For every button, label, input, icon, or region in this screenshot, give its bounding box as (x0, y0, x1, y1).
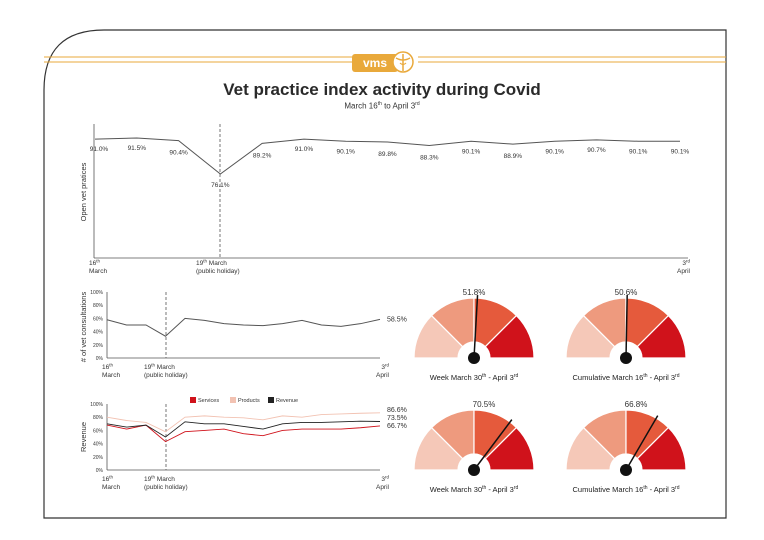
gauge-caption: Week March 30th - April 3rd (430, 373, 519, 382)
chart3-tick-holiday-note: (public holiday) (144, 484, 188, 491)
chart3-tick-end-month: April (376, 484, 390, 491)
chart1-tick-end-month: April (677, 268, 691, 275)
gauge-value-label: 50.6% (615, 288, 638, 297)
chart3-ylabel: Revenue (79, 422, 88, 452)
caduceus-icon (392, 51, 414, 73)
chart2-ytick: 20% (93, 343, 104, 349)
gauge-needle (473, 295, 479, 359)
chart1-data-label: 90.7% (587, 147, 606, 154)
chart2-ytick: 80% (93, 303, 104, 309)
chart2-line (106, 317, 381, 337)
chart1-ylabel: Open vet pratices (79, 162, 88, 221)
logo-text: vms (352, 54, 398, 72)
gauge-hub (620, 464, 632, 476)
gauge-segment (636, 426, 687, 471)
page-subtitle: March 16th to April 3rd (344, 101, 420, 111)
chart2-tick-holiday-note: (public holiday) (144, 372, 188, 379)
gauge-caption: Cumulative March 16th - April 3rd (572, 485, 679, 494)
chart3-legend-swatch (190, 397, 196, 403)
chart3-legend-label: Products (238, 398, 260, 404)
chart1-data-label: 91.0% (90, 146, 109, 153)
chart3-series-products (106, 412, 381, 433)
chart2-ytick: 100% (90, 290, 103, 296)
gauge-value-label: 51.8% (463, 288, 486, 297)
chart3-legend-swatch (230, 397, 236, 403)
chart3-ytick: 40% (93, 442, 104, 448)
gauge-needle (473, 419, 513, 471)
chart1-data-label: 91.5% (128, 145, 147, 152)
gauge-segment (484, 426, 535, 471)
chart1-data-label: 89.2% (253, 152, 272, 159)
chart1-tick-holiday-note: (public holiday) (196, 268, 240, 275)
chart2-tick-start-month: March (102, 372, 120, 379)
chart3-legend-label: Revenue (276, 398, 298, 404)
chart2-ytick: 60% (93, 316, 104, 322)
gauge-value-label: 70.5% (473, 400, 496, 409)
chart1-tick-end: 3rd (682, 259, 690, 268)
chart3-tick-start-month: March (102, 484, 120, 491)
gauge-segment (484, 314, 535, 359)
gauge-needle (625, 294, 628, 359)
chart3-series-revenue (106, 420, 381, 438)
gauge-caption: Week March 30th - April 3rd (430, 485, 519, 494)
page-title: Vet practice index activity during Covid (223, 80, 541, 99)
gauge-hub (620, 352, 632, 364)
chart3-tick-holiday: 19th March (144, 475, 175, 484)
gauge-hub (468, 464, 480, 476)
chart1-data-label: 89.8% (378, 151, 397, 158)
chart3-end-label: 66.7% (387, 423, 407, 430)
chart1-line (94, 137, 680, 175)
chart3-ytick: 20% (93, 455, 104, 461)
chart3-legend-swatch (268, 397, 274, 403)
gauge-hub (468, 352, 480, 364)
chart3-end-label: 86.6% (387, 407, 407, 414)
chart2-ytick: 0% (96, 356, 104, 362)
chart3-ytick: 80% (93, 415, 104, 421)
gauge-caption: Cumulative March 16th - April 3rd (572, 373, 679, 382)
chart1-tick-start: 16th (89, 259, 100, 268)
chart2-tick-end-month: April (376, 372, 390, 379)
chart1-data-label: 90.4% (169, 150, 188, 157)
chart1-data-label: 88.9% (504, 153, 523, 160)
chart2-tick-holiday: 19th March (144, 363, 175, 372)
chart1-data-label: 91.0% (295, 146, 314, 153)
chart1-tick-holiday: 19th March (196, 259, 227, 268)
chart2-ylabel: # of vet consultations (79, 292, 88, 363)
chart3-end-label: 73.5% (387, 415, 407, 422)
chart2-tick-start: 16th (102, 363, 113, 372)
chart1-data-label: 90.1% (462, 148, 481, 155)
chart1-data-label: 88.3% (420, 154, 439, 161)
gauge-segment (636, 314, 687, 359)
gauge-value-label: 66.8% (625, 400, 648, 409)
gauge-needle (625, 415, 659, 471)
vms-logo: vms (352, 50, 416, 76)
chart1-data-label: 90.1% (545, 148, 564, 155)
chart1-data-label: 76.1% (211, 182, 230, 189)
chart3-ytick: 100% (90, 402, 103, 408)
chart2-ytick: 40% (93, 330, 104, 336)
chart1-tick-start-month: March (89, 268, 107, 275)
chart3-tick-end: 3rd (381, 475, 389, 484)
chart3-tick-start: 16th (102, 475, 113, 484)
chart3-ytick: 60% (93, 428, 104, 434)
chart2-end-label: 58.5% (387, 316, 407, 323)
chart1-data-label: 90.1% (629, 148, 648, 155)
chart2-tick-end: 3rd (381, 363, 389, 372)
chart3-ytick: 0% (96, 468, 104, 474)
chart3-series-services (106, 424, 381, 443)
chart1-data-label: 90.1% (671, 148, 690, 155)
chart3-legend-label: Services (198, 398, 219, 404)
chart1-data-label: 90.1% (336, 148, 355, 155)
